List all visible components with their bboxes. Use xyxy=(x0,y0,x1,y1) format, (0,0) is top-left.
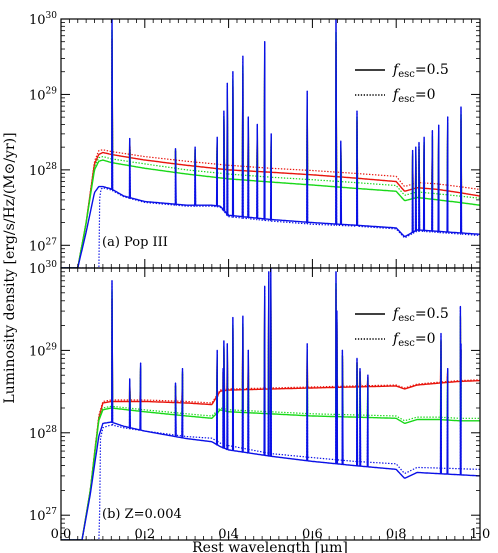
legend-label: fesc=0 xyxy=(392,331,435,349)
y-tick-label: 1029 xyxy=(29,86,57,103)
x-tick-label: 0.8 xyxy=(386,527,407,542)
plot-area xyxy=(61,268,480,540)
legend-label: fesc=0 xyxy=(392,87,435,105)
y-tick-label: 1027 xyxy=(29,237,57,254)
legend-label: fesc=0.5 xyxy=(392,306,449,324)
x-ticks xyxy=(60,19,481,268)
x-axis-title: Rest wavelength [μm] xyxy=(192,540,348,553)
series-blue-fesc-0 xyxy=(61,268,480,540)
series-blue-fesc-0-5 xyxy=(61,19,480,268)
series-red-fesc-0-5 xyxy=(61,285,480,540)
x-tick-label: 0.6 xyxy=(302,527,323,542)
y-tick-label: 1027 xyxy=(29,507,57,524)
panel-label: (b) Z=0.004 xyxy=(102,507,182,522)
x-tick-label: 0.4 xyxy=(218,527,239,542)
x-axis: 0.0 0.2 0.4 0.6 0.8 1.0 xyxy=(51,527,491,542)
y-tick-label: 1028 xyxy=(29,425,57,442)
x-tick-label: 0.0 xyxy=(51,527,72,542)
panel-b: 1027 1028 1029 1030 (b) Z=0.004 xyxy=(29,260,481,541)
plot-area xyxy=(61,19,480,268)
y-axis: 1027 1028 1029 1030 xyxy=(29,11,480,269)
y-tick-label: 1028 xyxy=(29,162,57,179)
series-blue-fesc-0-5 xyxy=(61,268,480,540)
y-axis-title: Luminosity density [erg/s/Hz/(M⊙/yr)] xyxy=(2,132,18,403)
panel-label: (a) Pop III xyxy=(102,235,168,250)
y-tick-label: 1030 xyxy=(29,11,57,28)
y-axis: 1027 1028 1029 1030 xyxy=(29,260,480,541)
series-green-fesc-0 xyxy=(61,278,480,540)
y-tick-label: 1030 xyxy=(29,260,57,277)
x-ticks xyxy=(60,268,481,540)
y-tick-label: 1029 xyxy=(29,342,57,359)
legend-panel-b: fesc=0.5 fesc=0 xyxy=(355,306,449,349)
legend-label: fesc=0.5 xyxy=(392,62,449,80)
x-tick-label: 0.2 xyxy=(134,527,155,542)
x-tick-label: 1.0 xyxy=(470,527,491,542)
panel-a: 1027 1028 1029 1030 (a) Pop III xyxy=(29,11,481,269)
series-blue-fesc-0 xyxy=(61,19,480,268)
legend-panel-a: fesc=0.5 fesc=0 xyxy=(355,62,449,105)
